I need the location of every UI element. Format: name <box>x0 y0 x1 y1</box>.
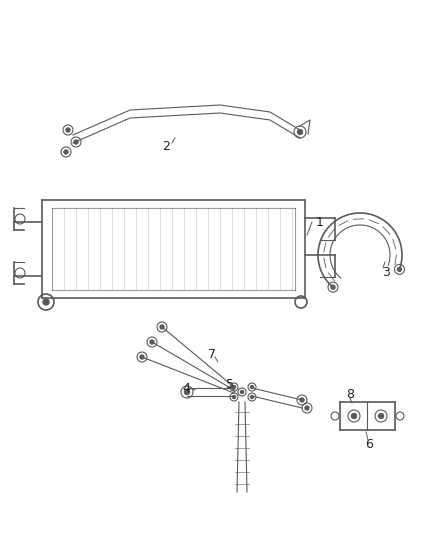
Circle shape <box>66 128 70 132</box>
Text: 7: 7 <box>208 349 216 361</box>
Circle shape <box>331 285 335 289</box>
Circle shape <box>150 340 154 344</box>
Circle shape <box>352 414 357 418</box>
Text: 6: 6 <box>365 439 373 451</box>
Text: 2: 2 <box>162 141 170 154</box>
Circle shape <box>74 140 78 144</box>
Circle shape <box>240 391 244 393</box>
Circle shape <box>64 150 68 154</box>
Text: 4: 4 <box>182 382 190 394</box>
Circle shape <box>251 395 254 399</box>
Circle shape <box>43 299 49 305</box>
Text: 5: 5 <box>226 378 234 392</box>
Circle shape <box>305 406 309 410</box>
Circle shape <box>300 398 304 402</box>
Circle shape <box>233 385 236 389</box>
Circle shape <box>233 395 236 399</box>
Text: 3: 3 <box>382 265 390 279</box>
Circle shape <box>184 390 190 394</box>
Text: 8: 8 <box>346 389 354 401</box>
Text: 1: 1 <box>316 215 324 229</box>
Circle shape <box>251 385 254 389</box>
Circle shape <box>140 355 144 359</box>
Circle shape <box>397 268 402 271</box>
Circle shape <box>378 414 384 418</box>
Circle shape <box>297 130 303 134</box>
Circle shape <box>160 325 164 329</box>
